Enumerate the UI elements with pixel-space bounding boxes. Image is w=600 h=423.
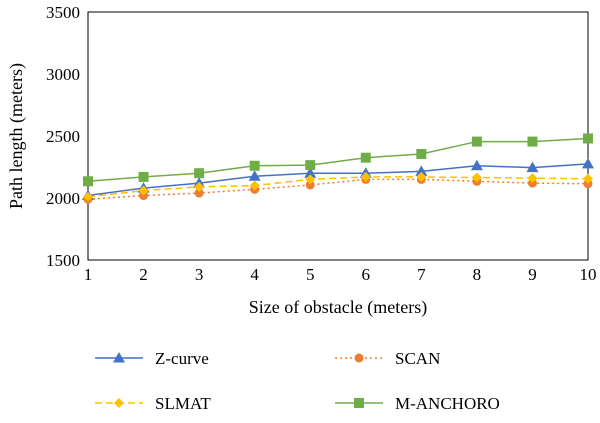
data-point-slmat: [583, 173, 593, 184]
x-tick-label: 6: [362, 265, 371, 284]
y-tick-label: 1500: [46, 251, 80, 270]
legend: Z-curve SCAN SLMAT M-ANCHORO: [95, 349, 500, 413]
legend-label-m-anchoro: M-ANCHORO: [395, 394, 500, 413]
data-point-z-curve: [248, 170, 261, 181]
data-point-m-anchoro: [583, 133, 593, 144]
legend-item-z-curve: Z-curve: [95, 349, 209, 368]
series-slmat: [83, 171, 593, 202]
data-point-slmat: [471, 172, 482, 183]
data-point-slmat: [83, 191, 93, 202]
data-point-z-curve: [582, 157, 594, 169]
data-point-z-curve: [470, 159, 483, 171]
y-tick-labels: 1500 2000 2500 3000 3500: [46, 3, 80, 270]
data-point-m-anchoro: [360, 152, 371, 163]
data-point-m-anchoro: [305, 160, 316, 171]
data-point-slmat: [138, 185, 149, 196]
x-tick-labels: 1 2 3 4 5 6 7 8 9 10: [84, 265, 597, 284]
series-line-slmat: [87, 176, 589, 198]
y-tick-label: 2500: [46, 127, 80, 146]
series-line-scan: [87, 178, 589, 200]
axes: [87, 11, 589, 261]
data-point-z-curve: [415, 165, 428, 176]
data-point-m-anchoro: [194, 168, 205, 179]
data-point-slmat: [305, 174, 316, 185]
legend-marker-scan: [354, 353, 364, 363]
y-axis-label: Path length (meters): [6, 63, 27, 209]
x-axis-label: Size of obstacle (meters): [249, 297, 427, 318]
data-point-slmat: [194, 181, 205, 192]
legend-marker-z-curve: [113, 352, 125, 363]
data-point-m-anchoro: [83, 176, 93, 187]
plot-frame: [87, 11, 589, 261]
y-tick-label: 3000: [46, 65, 80, 84]
data-point-scan: [305, 180, 315, 190]
x-tick-label: 1: [84, 265, 93, 284]
data-point-m-anchoro: [249, 160, 260, 171]
data-point-slmat: [360, 171, 371, 182]
x-tick-label: 3: [195, 265, 204, 284]
legend-item-scan: SCAN: [335, 349, 440, 368]
series-m-anchoro: [83, 133, 593, 187]
data-point-z-curve: [526, 161, 539, 173]
series-z-curve: [82, 157, 594, 201]
data-point-m-anchoro: [471, 136, 482, 147]
data-point-z-curve: [304, 167, 317, 178]
data-point-slmat: [249, 180, 260, 191]
data-point-slmat: [416, 171, 427, 182]
data-point-scan: [194, 188, 204, 198]
x-tick-label: 8: [473, 265, 482, 284]
legend-label-slmat: SLMAT: [155, 394, 211, 413]
legend-marker-m-anchoro: [354, 398, 364, 408]
data-point-m-anchoro: [527, 136, 538, 147]
x-tick-label: 5: [306, 265, 315, 284]
x-tick-label: 7: [417, 265, 426, 284]
y-tick-label: 2000: [46, 189, 80, 208]
x-tick-label: 4: [250, 265, 259, 284]
legend-item-m-anchoro: M-ANCHORO: [335, 394, 500, 413]
legend-label-z-curve: Z-curve: [155, 349, 209, 368]
x-tick-label: 2: [139, 265, 148, 284]
legend-marker-slmat: [114, 398, 124, 408]
data-point-m-anchoro: [416, 148, 427, 159]
series-line-m-anchoro: [87, 137, 589, 183]
legend-label-scan: SCAN: [395, 349, 440, 368]
series-line-z-curve: [87, 163, 589, 197]
data-point-m-anchoro: [138, 171, 149, 182]
series-layer: [82, 133, 594, 204]
legend-item-slmat: SLMAT: [95, 394, 211, 413]
y-tick-label: 3500: [46, 3, 80, 22]
x-tick-label: 9: [528, 265, 537, 284]
x-tick-label: 10: [580, 265, 597, 284]
data-point-slmat: [527, 173, 538, 184]
